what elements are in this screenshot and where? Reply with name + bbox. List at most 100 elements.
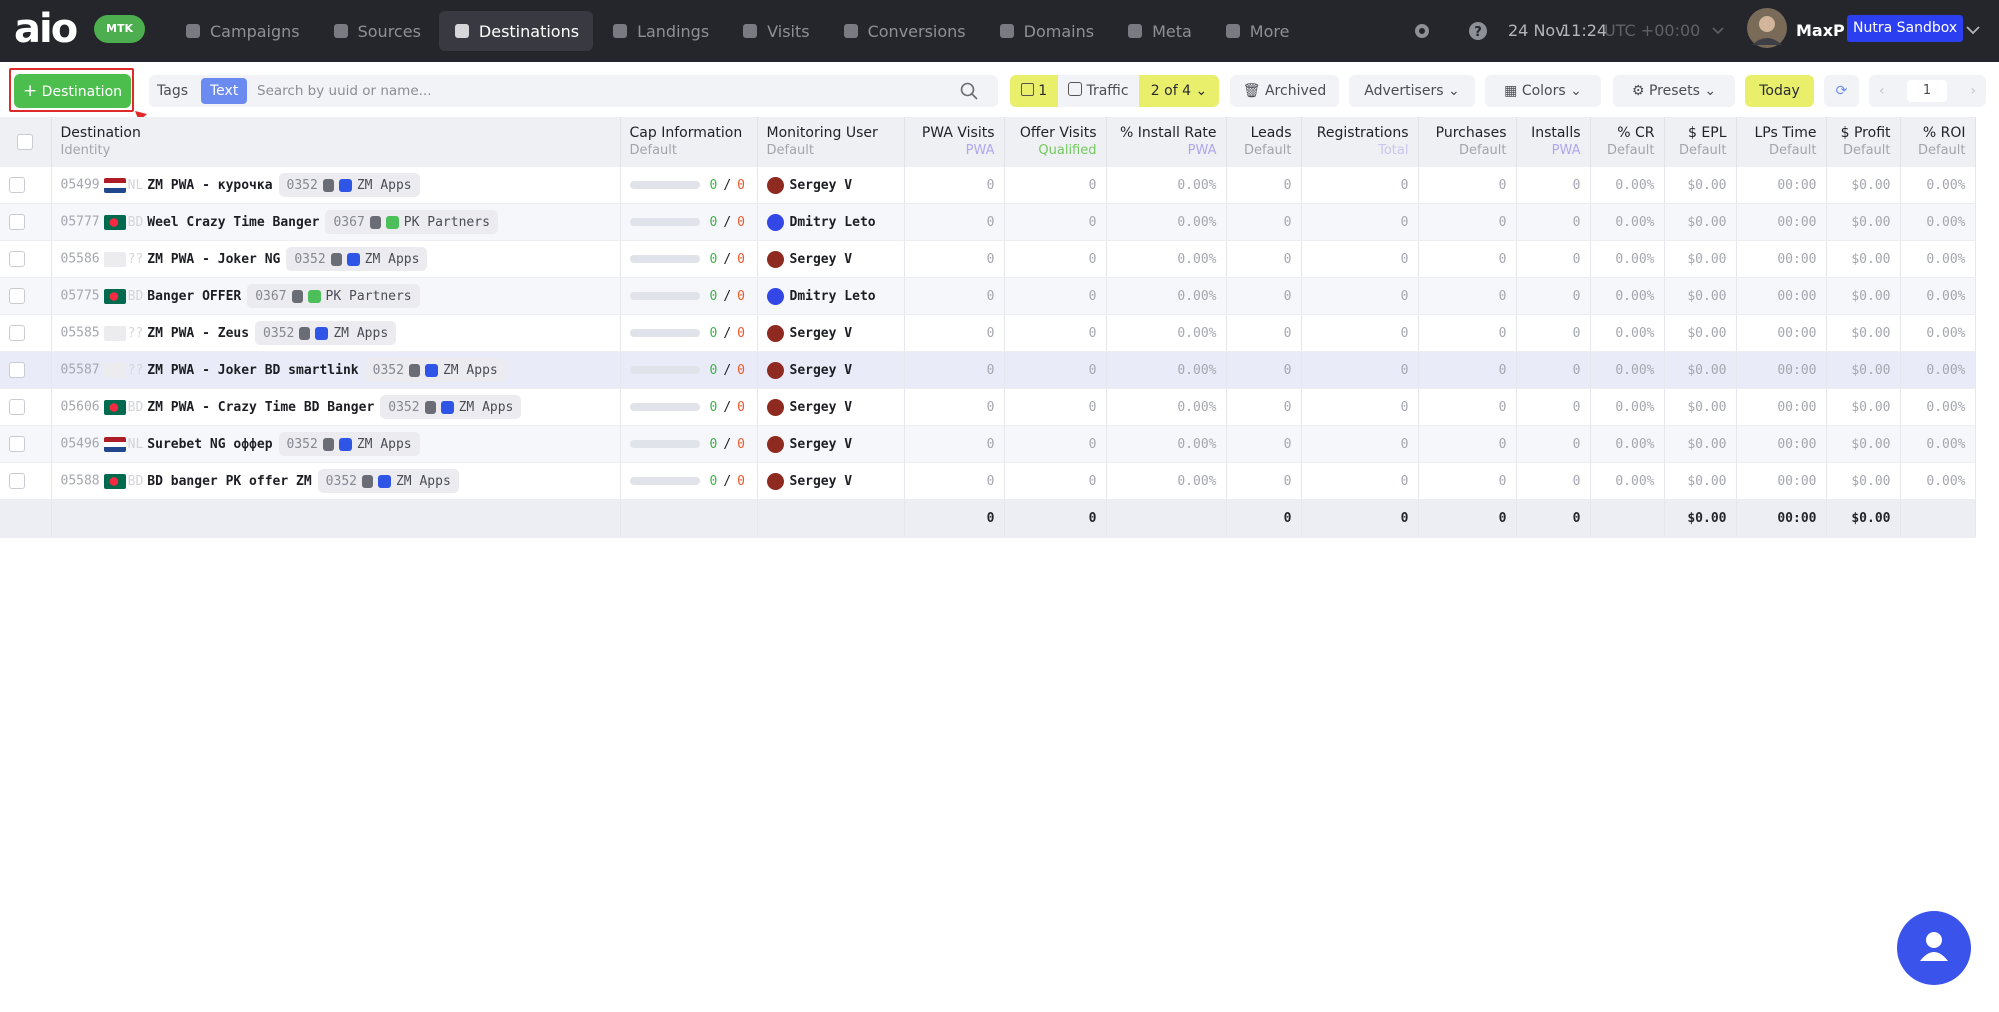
source-chip[interactable]: 0352 ZM Apps — [278, 432, 420, 456]
nav-item[interactable]: Sources — [318, 11, 435, 51]
next-page[interactable]: › — [1970, 83, 1976, 99]
source-chip[interactable]: 0367 PK Partners — [325, 210, 498, 234]
checkbox[interactable] — [17, 134, 34, 150]
page-number[interactable]: 1 — [1907, 80, 1947, 102]
destination-name[interactable]: ZM PWA - Zeus — [147, 325, 250, 341]
search-box[interactable]: Tags Text Search by uuid or name... — [149, 75, 998, 107]
cap-current: 0 — [709, 251, 718, 267]
colors-dropdown[interactable]: ▦ Colors ⌄ — [1485, 75, 1601, 107]
checkbox[interactable] — [9, 325, 25, 341]
destination-name[interactable]: Banger OFFER — [147, 288, 242, 304]
column-header[interactable]: Destination Identity — [51, 117, 621, 167]
checkbox[interactable] — [9, 473, 25, 489]
destination-name[interactable]: Weel Crazy Time Banger — [147, 214, 320, 230]
presets-dropdown[interactable]: ⚙ Presets ⌄ — [1613, 75, 1735, 107]
source-icon — [377, 474, 391, 488]
source-chip[interactable]: 0352 ZM Apps — [364, 358, 506, 382]
column-header[interactable]: % CR Default — [1590, 117, 1665, 167]
column-header[interactable]: Purchases Default — [1418, 117, 1517, 167]
traffic-label[interactable]: Traffic — [1068, 75, 1129, 107]
user-avatar[interactable] — [1746, 7, 1788, 49]
traffic-filter[interactable]: 1 Traffic 2 of 4 ⌄ — [1010, 75, 1219, 107]
support-button[interactable] — [1897, 911, 1971, 985]
nav-item[interactable]: Meta — [1112, 11, 1206, 51]
metric-cell: 0 — [1226, 425, 1302, 463]
checkbox[interactable] — [9, 362, 25, 378]
nav-item[interactable]: Campaigns — [170, 11, 314, 51]
archived-button[interactable]: 🗑 Archived — [1230, 75, 1339, 107]
search-icon[interactable] — [960, 82, 978, 100]
nav-item[interactable]: Landings — [597, 11, 723, 51]
nav-item[interactable]: More — [1210, 11, 1304, 51]
nav-item[interactable]: Visits — [727, 11, 823, 51]
traffic-value[interactable]: 2 of 4 ⌄ — [1139, 75, 1219, 107]
column-header[interactable]: Installs PWA — [1516, 117, 1591, 167]
destination-name[interactable]: Surebet NG оффер — [147, 436, 273, 452]
column-header[interactable]: % ROI Default — [1900, 117, 1976, 167]
checkbox[interactable] — [9, 214, 25, 230]
column-header[interactable]: Registrations Total — [1301, 117, 1419, 167]
timezone[interactable]: UTC +00:00 — [1604, 21, 1701, 40]
advertisers-dropdown[interactable]: Advertisers ⌄ — [1349, 75, 1475, 107]
destination-name[interactable]: ZM PWA - Crazy Time BD Banger — [147, 399, 375, 415]
user-name: Sergey V — [789, 177, 853, 193]
search-placeholder[interactable]: Search by uuid or name... — [257, 83, 432, 99]
column-header[interactable]: Monitoring User Default — [757, 117, 905, 167]
nav-item[interactable]: Conversions — [828, 11, 980, 51]
timezone-chevron[interactable] — [1712, 26, 1724, 36]
table-row[interactable]: 05588 BD BD banger PK offer ZM 0352 ZM Apps 0… — [0, 462, 1976, 500]
table-row[interactable]: 05585?? ZM PWA - Zeus 0352 ZM Apps 0 / 0 Sergey… — [0, 314, 1976, 352]
source-chip[interactable]: 0367 PK Partners — [247, 284, 420, 308]
checkbox[interactable] — [9, 399, 25, 415]
column-header[interactable]: $ Profit Default — [1826, 117, 1901, 167]
table-row[interactable]: 05499 NL ZM PWA - курочка 0352 ZM Apps 0 / 0 Ser… — [0, 167, 1976, 204]
logo[interactable]: aio — [14, 6, 78, 52]
table-row[interactable]: 05775 BD Banger OFFER 0367 PK Partners 0 / 0 Dmi… — [0, 277, 1976, 315]
column-header[interactable]: Cap Information Default — [620, 117, 758, 167]
column-header[interactable]: Offer Visits Qualified — [1004, 117, 1107, 167]
text-toggle[interactable]: Text — [201, 78, 248, 104]
checkbox[interactable] — [9, 177, 25, 193]
column-header[interactable]: LPs Time Default — [1736, 117, 1827, 167]
totals-cell: 00:00 — [1736, 499, 1827, 538]
refresh-button[interactable]: ⟳ — [1824, 75, 1859, 107]
source-chip[interactable]: 0352 ZM Apps — [278, 173, 420, 197]
metric-cell: 0 — [904, 314, 1005, 352]
column-header[interactable]: $ EPL Default — [1664, 117, 1737, 167]
table-row[interactable]: 05496 NL Surebet NG оффер 0352 ZM Apps 0 / 0 Ser… — [0, 425, 1976, 463]
destination-name[interactable]: ZM PWA - Joker NG — [147, 251, 281, 267]
column-header[interactable]: Leads Default — [1226, 117, 1302, 167]
table-row[interactable]: 05777 BD Weel Crazy Time Banger 0367 PK Part… — [0, 203, 1976, 241]
user-name[interactable]: MaxP — [1796, 21, 1845, 40]
source-chip[interactable]: 0352 ZM Apps — [380, 395, 522, 419]
checkbox[interactable] — [9, 436, 25, 452]
nav-label: Sources — [357, 21, 421, 41]
today-button[interactable]: Today — [1745, 75, 1814, 107]
table-row[interactable]: 05606 BD ZM PWA - Crazy Time BD Banger 0352… — [0, 388, 1976, 426]
checkbox[interactable] — [9, 251, 25, 267]
destination-name[interactable]: ZM PWA - курочка — [147, 177, 273, 193]
cap-separator: / — [723, 214, 732, 230]
add-destination-button[interactable]: + Destination — [14, 74, 131, 108]
column-header[interactable]: PWA Visits PWA — [904, 117, 1005, 167]
nav-item[interactable]: Domains — [984, 11, 1108, 51]
tags-toggle[interactable]: Tags — [157, 83, 188, 99]
prev-page[interactable]: ‹ — [1879, 83, 1885, 99]
help-icon[interactable]: ? — [1468, 21, 1488, 41]
table-row[interactable]: 05586?? ZM PWA - Joker NG 0352 ZM Apps 0 / 0 Se… — [0, 240, 1976, 278]
checkbox[interactable] — [9, 288, 25, 304]
destination-cell: 05499 NL ZM PWA - курочка 0352 ZM Apps — [51, 167, 621, 204]
source-chip[interactable]: 0352 ZM Apps — [317, 469, 459, 493]
user-chevron[interactable] — [1965, 24, 1981, 36]
nav-item[interactable]: Destinations — [438, 11, 594, 51]
workspace-badge[interactable]: Nutra Sandbox — [1847, 15, 1964, 42]
settings-icon[interactable] — [1412, 21, 1432, 41]
destination-name[interactable]: BD banger PK offer ZM — [147, 473, 312, 489]
filter-count[interactable]: 1 — [1010, 75, 1058, 107]
flag — [103, 399, 126, 415]
source-chip[interactable]: 0352 ZM Apps — [286, 247, 428, 271]
destination-name[interactable]: ZM PWA - Joker BD smartlink — [147, 362, 359, 378]
table-row[interactable]: 05587?? ZM PWA - Joker BD smartlink 0352 ZM… — [0, 351, 1976, 389]
source-chip[interactable]: 0352 ZM Apps — [255, 321, 397, 345]
column-header[interactable]: % Install Rate PWA — [1106, 117, 1227, 167]
